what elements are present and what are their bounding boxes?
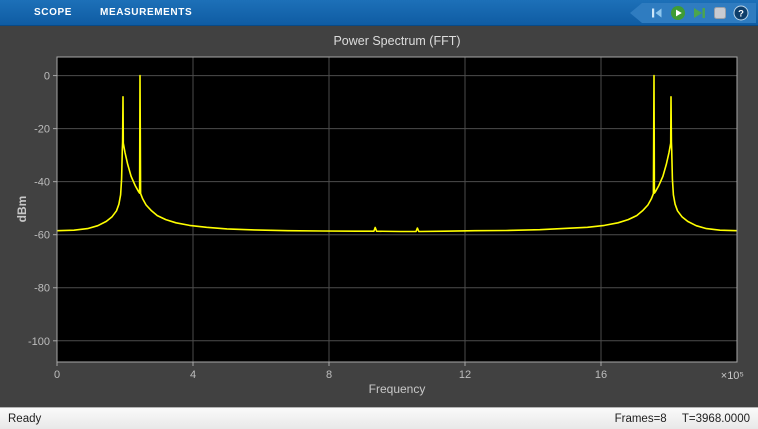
x-tick-label: 4 xyxy=(190,369,196,381)
step-forward-button[interactable] xyxy=(690,4,708,22)
run-button[interactable] xyxy=(669,4,687,22)
status-time: T=3968.0000 xyxy=(681,412,750,425)
plot-background xyxy=(57,57,737,362)
x-axis-exponent-label: ×10⁵ xyxy=(720,370,744,382)
x-axis-label: Frequency xyxy=(368,382,426,396)
run-icon xyxy=(671,6,685,20)
status-text: Ready xyxy=(8,412,42,425)
plot-border xyxy=(56,56,738,363)
y-axis-label: dBm xyxy=(15,195,29,223)
y-tick-label: -20 xyxy=(34,124,50,136)
toolbar: SCOPE MEASUREMENTS xyxy=(0,0,758,26)
y-tick-label: -80 xyxy=(34,283,50,295)
y-tick-label: 0 xyxy=(44,71,50,83)
toolbar-quick-access: ? xyxy=(630,3,756,23)
step-backward-icon xyxy=(652,8,662,18)
stop-button[interactable] xyxy=(711,4,729,22)
tab-measurements[interactable]: MEASUREMENTS xyxy=(100,6,193,18)
y-tick-label: -100 xyxy=(28,336,50,348)
chart-title: Power Spectrum (FFT) xyxy=(333,34,461,48)
stop-icon xyxy=(714,7,726,19)
x-tick-label: 12 xyxy=(459,369,471,381)
x-tick-label: 16 xyxy=(595,369,607,381)
y-tick-label: -40 xyxy=(34,177,50,189)
status-right-group: Frames=8 T=3968.0000 xyxy=(603,413,750,425)
step-forward-icon xyxy=(694,8,705,18)
x-tick-label: 8 xyxy=(326,369,332,381)
help-button[interactable]: ? xyxy=(732,4,750,22)
y-tick-label: -60 xyxy=(34,230,50,242)
status-frames: Frames=8 xyxy=(614,412,667,425)
chart-panel: Power Spectrum (FFT) 0 4 8 12 16 0 -20 -40 -60 -8… xyxy=(0,26,758,407)
step-backward-button[interactable] xyxy=(648,4,666,22)
tab-scope[interactable]: SCOPE xyxy=(34,6,73,18)
help-icon: ? xyxy=(733,5,749,21)
spectrum-trace xyxy=(56,74,738,233)
svg-text:?: ? xyxy=(738,9,744,20)
spectrum-plot: 0 4 8 12 16 0 -20 -40 -60 -80 -100 xyxy=(28,56,738,381)
status-bar: Ready Frames=8 T=3968.0000 xyxy=(0,407,758,429)
x-tick-label: 0 xyxy=(54,369,60,381)
